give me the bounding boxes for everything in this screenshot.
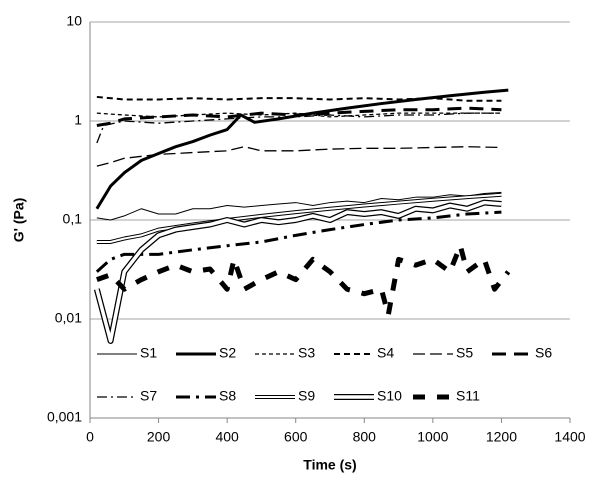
series-line: [96, 191, 502, 221]
x-tick-label: 800: [353, 429, 377, 445]
legend-label: S6: [535, 345, 552, 361]
series-line: [96, 146, 502, 167]
y-tick-label: 1: [74, 112, 82, 128]
x-tick-label: 0: [86, 429, 94, 445]
legend-label: S11: [456, 388, 480, 404]
series-line: [96, 112, 502, 118]
series-line: [96, 106, 502, 128]
x-axis-title: Time (s): [303, 457, 356, 473]
x-tick-label: 600: [284, 429, 308, 445]
series-line: [95, 210, 502, 273]
series-line: [95, 88, 509, 210]
x-tick-label: 200: [147, 429, 171, 445]
series-line: [96, 112, 502, 144]
x-tick-label: 1200: [486, 429, 517, 445]
legend-label: S5: [456, 345, 473, 361]
legend-label: S8: [219, 388, 236, 404]
legend-label: S2: [219, 345, 236, 361]
legend-label: S7: [140, 388, 157, 404]
legend-label: S9: [298, 388, 315, 404]
x-tick-label: 400: [215, 429, 239, 445]
y-tick-label: 0,1: [63, 211, 83, 227]
x-tick-label: 1400: [554, 429, 585, 445]
legend-label: S10: [377, 388, 402, 404]
series-line-inner: [95, 200, 502, 343]
y-tick-label: 10: [66, 13, 82, 29]
legend-label: S4: [377, 345, 394, 361]
y-tick-label: 0,001: [47, 409, 82, 425]
y-tick-label: 0,01: [55, 310, 82, 326]
series-line: [96, 243, 511, 318]
x-tick-label: 1000: [417, 429, 448, 445]
legend-label: S1: [140, 345, 157, 361]
legend-label: S3: [298, 345, 315, 361]
series-line-inner: [96, 193, 502, 243]
y-axis-title: G' (Pa): [11, 198, 27, 243]
series-line: [96, 95, 502, 102]
